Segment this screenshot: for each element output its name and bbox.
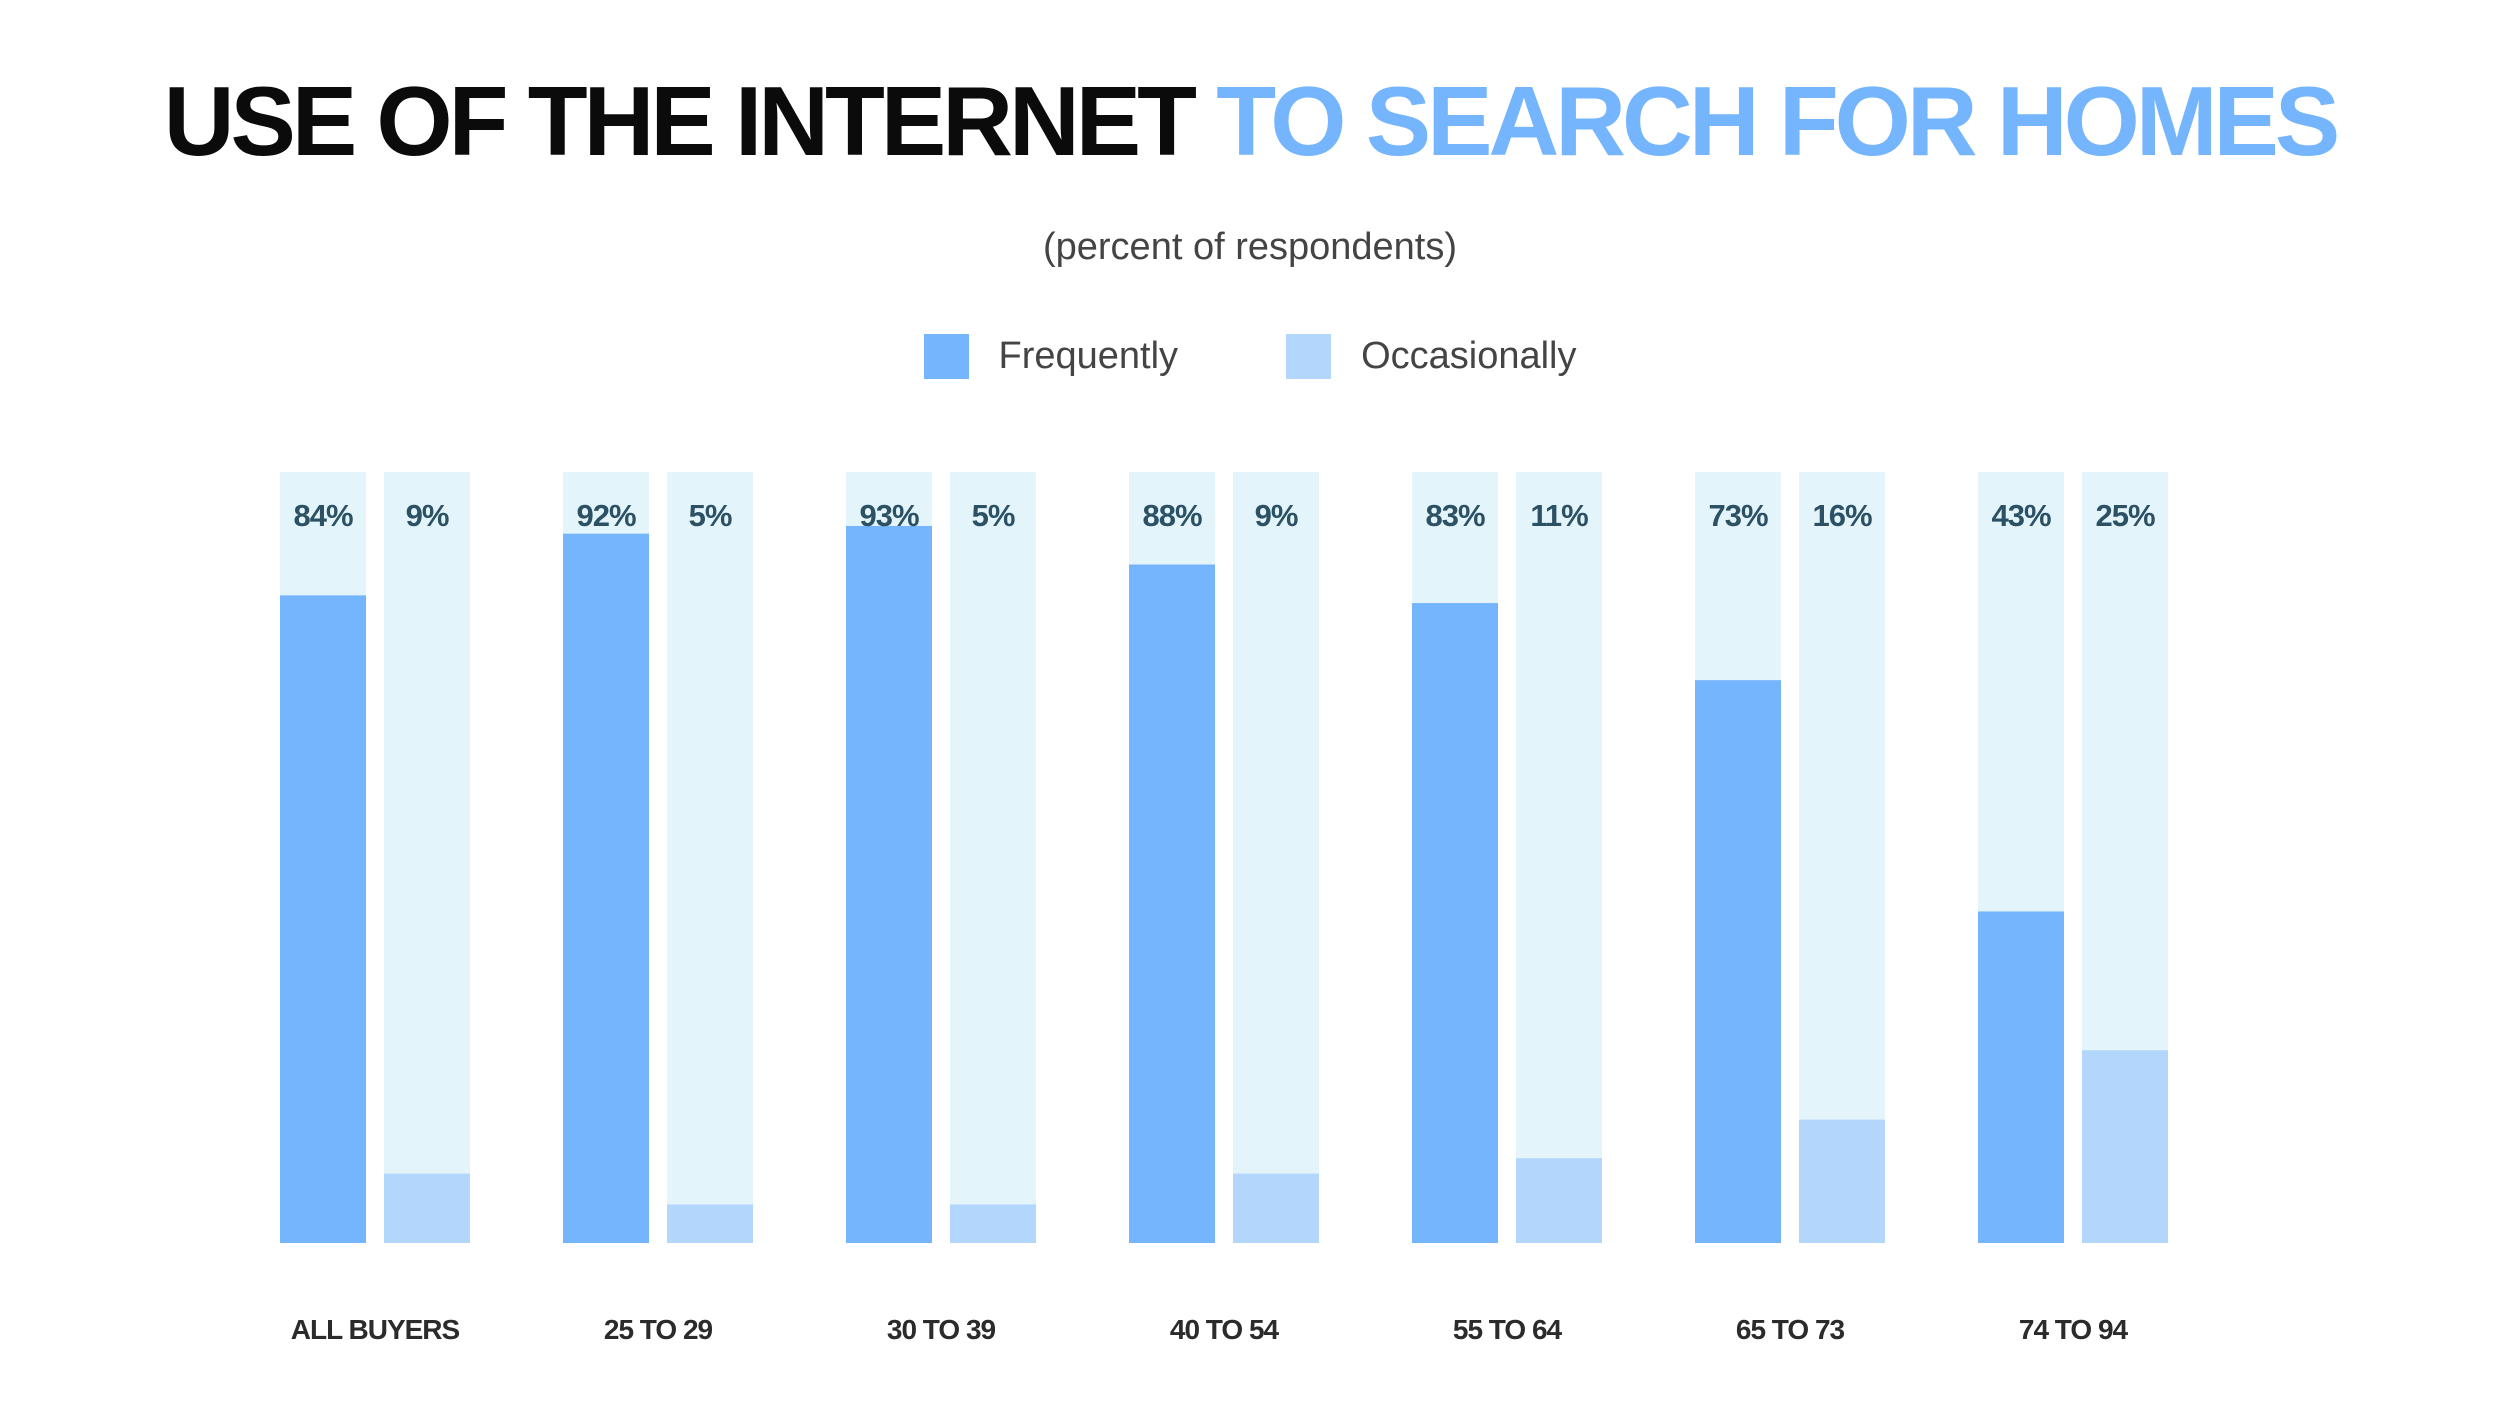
value-label-30-to-39-occasionally: 5%: [972, 498, 1015, 533]
bar-55-to-64-frequently: [1412, 603, 1498, 1243]
category-label-40-to-54: 40 TO 54: [1170, 1314, 1280, 1345]
legend-item-frequently: Frequently: [923, 334, 1179, 379]
value-label-all-buyers-occasionally: 9%: [406, 498, 449, 533]
value-label-40-to-54-frequently: 88%: [1142, 498, 1201, 533]
bar-25-to-29-frequently: [563, 533, 649, 1243]
chart-title-part2: TO SEARCH FOR HOMES: [1216, 66, 2340, 176]
bar-30-to-39-occasionally: [950, 1204, 1036, 1243]
bar-all-buyers-frequently: [280, 595, 366, 1243]
bar-65-to-73-occasionally: [1799, 1119, 1885, 1243]
category-label-30-to-39: 30 TO 39: [887, 1314, 996, 1345]
legend-swatch-occasionally: [1286, 334, 1332, 379]
category-label-25-to-29: 25 TO 29: [604, 1314, 713, 1345]
bar-track-55-to-64-occasionally: [1516, 472, 1602, 1243]
bar-track-all-buyers-occasionally: [384, 472, 470, 1243]
category-label-all-buyers: ALL BUYERS: [291, 1314, 460, 1345]
value-label-30-to-39-frequently: 93%: [859, 498, 918, 533]
value-label-55-to-64-occasionally: 11%: [1530, 498, 1588, 533]
chart-title-part1: USE OF THE INTERNET: [163, 66, 1197, 176]
legend-swatch-frequently: [923, 334, 969, 379]
bar-track-25-to-29-occasionally: [667, 472, 753, 1243]
chart-title: USE OF THE INTERNET TO SEARCH FOR HOMES: [0, 72, 2500, 170]
bar-25-to-29-occasionally: [667, 1204, 753, 1243]
bar-40-to-54-occasionally: [1233, 1173, 1319, 1243]
bar-65-to-73-frequently: [1695, 680, 1781, 1243]
category-label-55-to-64: 55 TO 64: [1453, 1314, 1563, 1345]
category-label-74-to-94: 74 TO 94: [2019, 1314, 2129, 1345]
bar-30-to-39-frequently: [846, 525, 932, 1243]
value-label-74-to-94-frequently: 43%: [1991, 498, 2050, 533]
bar-74-to-94-occasionally: [2082, 1050, 2168, 1243]
bar-55-to-64-occasionally: [1516, 1158, 1602, 1243]
legend-label-frequently: Frequently: [998, 335, 1179, 377]
chart-legend: Frequently Occasionally: [0, 334, 2500, 379]
bar-all-buyers-occasionally: [384, 1173, 470, 1243]
value-label-25-to-29-frequently: 92%: [576, 498, 635, 533]
chart-subtitle: (percent of respondents): [1042, 226, 1457, 268]
legend-label-occasionally: Occasionally: [1361, 335, 1577, 377]
value-label-55-to-64-frequently: 83%: [1425, 498, 1484, 533]
bar-track-40-to-54-occasionally: [1233, 472, 1319, 1243]
legend-item-occasionally: Occasionally: [1286, 334, 1576, 379]
value-label-40-to-54-occasionally: 9%: [1255, 498, 1298, 533]
bar-track-65-to-73-occasionally: [1799, 472, 1885, 1243]
value-label-65-to-73-occasionally: 16%: [1812, 498, 1871, 533]
value-label-all-buyers-frequently: 84%: [293, 498, 352, 533]
bar-track-30-to-39-occasionally: [950, 472, 1036, 1243]
value-label-74-to-94-occasionally: 25%: [2095, 498, 2154, 533]
value-label-65-to-73-frequently: 73%: [1708, 498, 1767, 533]
value-label-25-to-29-occasionally: 5%: [689, 498, 732, 533]
bar-40-to-54-frequently: [1129, 564, 1215, 1243]
bar-74-to-94-frequently: [1978, 911, 2064, 1243]
category-label-65-to-73: 65 TO 73: [1736, 1314, 1845, 1345]
